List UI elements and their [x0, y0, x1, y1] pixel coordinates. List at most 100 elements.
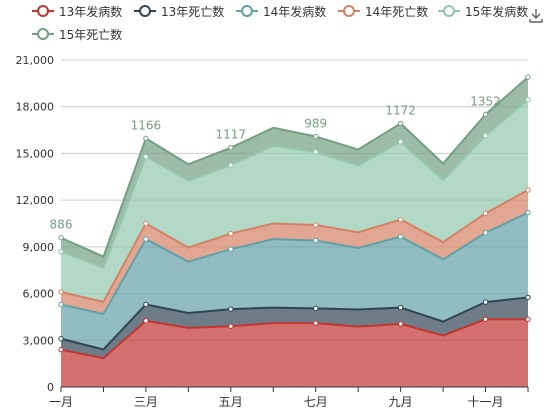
y-tick-label: 9,000 — [23, 241, 55, 254]
legend-label: 13年死亡数 — [161, 4, 225, 19]
series-line — [60, 189, 529, 303]
data-label: 1117 — [216, 128, 247, 142]
x-tick-label: 十一月 — [468, 395, 504, 409]
series-areas — [61, 77, 528, 387]
legend-label: 15年发病数 — [465, 4, 529, 19]
data-point — [525, 294, 531, 301]
data-point — [58, 346, 64, 353]
data-point — [482, 230, 489, 236]
data-point — [313, 149, 319, 155]
series-line — [60, 76, 529, 259]
data-point — [482, 132, 489, 139]
chart-legend: 13年发病数 13年死亡数 14年发病数 14年死亡数 15年发病数 15年死亡数 — [0, 0, 528, 46]
series-points — [58, 74, 531, 353]
data-point — [482, 111, 489, 118]
series-area — [61, 190, 528, 314]
data-point — [228, 306, 234, 312]
data-labels: 886 1166 1117 989 1172 1352 — [50, 94, 501, 231]
data-point — [228, 162, 234, 168]
data-label: 1172 — [385, 104, 416, 118]
x-tick-label: 七月 — [304, 395, 328, 409]
series-line — [60, 296, 529, 351]
series-line — [60, 98, 529, 269]
data-point — [143, 220, 149, 227]
y-tick-label: 6,000 — [23, 288, 55, 301]
y-tick-label: 21,000 — [16, 54, 55, 67]
y-tick-label: 12,000 — [16, 194, 55, 207]
y-tick-label: 18,000 — [16, 101, 55, 114]
legend-item[interactable]: 13年死亡数 — [134, 3, 224, 19]
series-line — [60, 318, 528, 360]
data-label: 1352 — [470, 94, 501, 108]
data-point — [525, 209, 531, 216]
data-point — [525, 187, 531, 193]
data-point — [58, 289, 64, 295]
series-line — [60, 211, 529, 316]
legend-label: 15年死亡数 — [59, 27, 123, 42]
x-tick-label: 三月 — [134, 395, 158, 409]
series-area — [61, 319, 528, 387]
y-tick-label: 0 — [47, 381, 54, 394]
data-point — [525, 97, 531, 103]
series-area — [61, 297, 528, 359]
data-point — [397, 216, 404, 223]
legend-item[interactable]: 15年发病数 — [438, 3, 528, 19]
legend-marker-icon — [32, 4, 54, 18]
data-point — [525, 316, 531, 322]
data-point — [228, 145, 234, 151]
data-point — [313, 222, 319, 228]
data-point — [482, 210, 489, 217]
x-tick-label: 一月 — [49, 395, 73, 409]
legend-label: 14年死亡数 — [365, 4, 429, 19]
data-point — [58, 248, 64, 255]
data-point — [397, 321, 404, 327]
data-point — [143, 236, 149, 242]
legend-item[interactable]: 13年发病数 — [32, 3, 122, 19]
axes: 0 3,000 6,000 9,000 12,000 15,000 18,000 21,000… — [16, 54, 529, 409]
data-point — [482, 299, 489, 305]
data-label: 1166 — [131, 118, 162, 132]
data-point — [58, 336, 64, 342]
data-point — [228, 230, 234, 237]
data-point — [313, 320, 319, 326]
data-point — [397, 139, 404, 145]
series-lines — [60, 76, 529, 360]
legend-item[interactable]: 15年死亡数 — [32, 26, 122, 42]
data-point — [143, 301, 149, 308]
download-icon[interactable] — [528, 8, 544, 24]
series-area — [61, 77, 528, 268]
series-area — [61, 212, 528, 350]
y-tick-label: 15,000 — [16, 147, 55, 160]
data-label: 886 — [50, 218, 73, 232]
data-point — [482, 316, 489, 322]
data-point — [313, 237, 319, 244]
legend-item[interactable]: 14年发病数 — [236, 3, 326, 19]
data-point — [397, 120, 404, 127]
x-tick-label: 五月 — [219, 395, 243, 409]
y-tick-label: 3,000 — [23, 334, 55, 347]
legend-marker-icon — [134, 4, 156, 18]
data-point — [143, 135, 149, 142]
data-point — [58, 301, 64, 308]
legend-label: 14年发病数 — [263, 4, 327, 19]
legend-label: 13年发病数 — [59, 4, 123, 19]
data-point — [228, 323, 234, 329]
data-point — [313, 305, 319, 312]
data-point — [58, 235, 64, 241]
data-point — [397, 304, 404, 311]
data-point — [143, 153, 149, 160]
data-point — [313, 133, 319, 140]
legend-marker-icon — [438, 4, 460, 18]
data-point — [525, 74, 531, 80]
series-area — [61, 99, 528, 302]
legend-marker-icon — [236, 4, 258, 18]
data-point — [228, 246, 234, 252]
data-point — [143, 318, 149, 324]
legend-marker-icon — [32, 27, 54, 41]
legend-marker-icon — [338, 4, 360, 18]
data-point — [397, 234, 404, 240]
data-label: 989 — [304, 116, 327, 130]
legend-item[interactable]: 14年死亡数 — [338, 3, 428, 19]
x-tick-label: 九月 — [389, 395, 413, 409]
